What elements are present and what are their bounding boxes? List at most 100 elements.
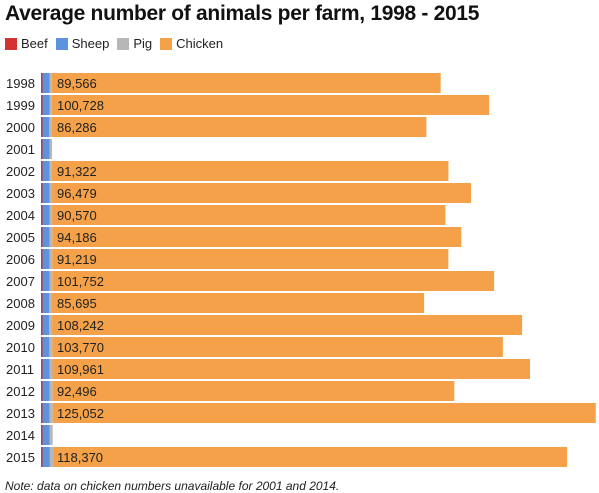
data-label: 86,286 [57,120,97,135]
bar-beef-2008 [41,293,43,313]
bar-chicken-2012 [52,381,455,401]
bar-pig-2012 [49,381,53,401]
bar-beef-2004 [41,205,43,225]
bar-sheep-2001 [42,139,50,159]
data-label: 89,566 [57,76,97,91]
bar-row-2011: 2011 109,961 [6,359,531,379]
bar-beef-2005 [41,227,43,247]
bar-beef-2011 [41,359,43,379]
bar-chicken-2004 [52,205,446,225]
bar-pig-2001 [49,139,53,159]
bar-chicken-2007 [52,271,495,291]
bar-row-2008: 2008 85,695 [6,293,425,313]
bar-row-2009: 2009 108,242 [6,315,523,335]
data-label: 101,752 [57,274,104,289]
bar-pig-2003 [49,183,53,203]
bar-row-2015: 2015 118,370 [6,447,568,467]
data-label: 100,728 [57,98,104,113]
bar-beef-2007 [41,271,43,291]
bar-chicken-2015 [53,447,568,467]
category-label: 2015 [6,450,35,465]
category-label: 2004 [6,208,35,223]
bar-pig-2011 [49,359,53,379]
bar-sheep-2012 [42,381,50,401]
bar-beef-2003 [41,183,43,203]
legend-label-chicken: Chicken [176,36,224,51]
chart-title: Average number of animals per farm, 1998… [5,2,480,25]
bar-sheep-2004 [42,205,50,225]
bar-sheep-2009 [42,315,50,335]
bar-row-2006: 2006 91,219 [6,249,449,269]
bar-row-1999: 1999 100,728 [6,95,490,115]
data-label: 109,961 [57,362,104,377]
bar-beef-2001 [41,139,43,159]
data-label: 91,219 [57,252,97,267]
bar-beef-2013 [41,403,43,423]
category-label: 1999 [6,98,35,113]
legend-item-beef: Beef [5,36,48,51]
bar-row-2005: 2005 94,186 [6,227,462,247]
bar-beef-1998 [41,73,43,93]
data-label: 94,186 [57,230,97,245]
legend-swatch-pig [117,37,130,50]
bar-pig-2000 [49,117,52,137]
bar-beef-2010 [41,337,43,357]
data-label: 85,695 [57,296,97,311]
bar-sheep-2002 [42,161,50,181]
bar-sheep-2010 [42,337,50,357]
category-label: 1998 [6,76,35,91]
category-label: 2013 [6,406,35,421]
bar-row-2012: 2012 92,496 [6,381,455,401]
category-label: 2008 [6,296,35,311]
bar-sheep-2011 [42,359,50,379]
bar-sheep-2008 [42,293,50,313]
category-label: 2012 [6,384,35,399]
legend-label-pig: Pig [133,36,153,51]
bar-pig-2015 [49,447,54,467]
data-label: 96,479 [57,186,97,201]
bar-row-1998: 1998 89,566 [6,73,441,93]
category-label: 2003 [6,186,35,201]
bar-pig-2014 [49,425,53,445]
category-label: 2002 [6,164,35,179]
category-label: 2007 [6,274,35,289]
bar-pig-2002 [49,161,52,181]
bar-sheep-2014 [42,425,50,445]
bar-chicken-2009 [52,315,523,335]
bar-pig-1999 [49,95,52,115]
bar-beef-2012 [41,381,43,401]
bar-row-2013: 2013 125,052 [6,403,596,423]
bar-row-2000: 2000 86,286 [6,117,427,137]
bar-row-2001: 2001 [6,139,53,159]
category-label: 2000 [6,120,35,135]
bar-sheep-2015 [42,447,50,467]
bar-sheep-2000 [42,117,50,137]
legend-label-beef: Beef [21,36,48,51]
bar-pig-2006 [49,249,53,269]
legend-item-chicken: Chicken [160,36,223,51]
bar-chicken-1998 [51,73,441,93]
bar-beef-1999 [41,95,43,115]
bar-row-2002: 2002 91,322 [6,161,449,181]
category-label: 2010 [6,340,35,355]
data-label: 90,570 [57,208,97,223]
data-label: 91,322 [57,164,97,179]
bar-chicken-2008 [51,293,425,313]
bar-beef-2000 [41,117,43,137]
data-label: 125,052 [57,406,104,421]
bar-sheep-2003 [42,183,50,203]
bar-row-2014: 2014 [6,425,53,445]
category-label: 2014 [6,428,35,443]
data-label: 103,770 [57,340,104,355]
bar-beef-2014 [41,425,43,445]
legend-item-pig: Pig [117,36,152,51]
category-label: 2001 [6,142,35,157]
bar-chicken-2005 [52,227,462,247]
legend-swatch-beef [5,37,17,50]
bar-beef-2006 [41,249,43,269]
bar-chicken-2013 [52,403,596,423]
bar-row-2007: 2007 101,752 [6,271,495,291]
bar-sheep-2005 [42,227,50,247]
